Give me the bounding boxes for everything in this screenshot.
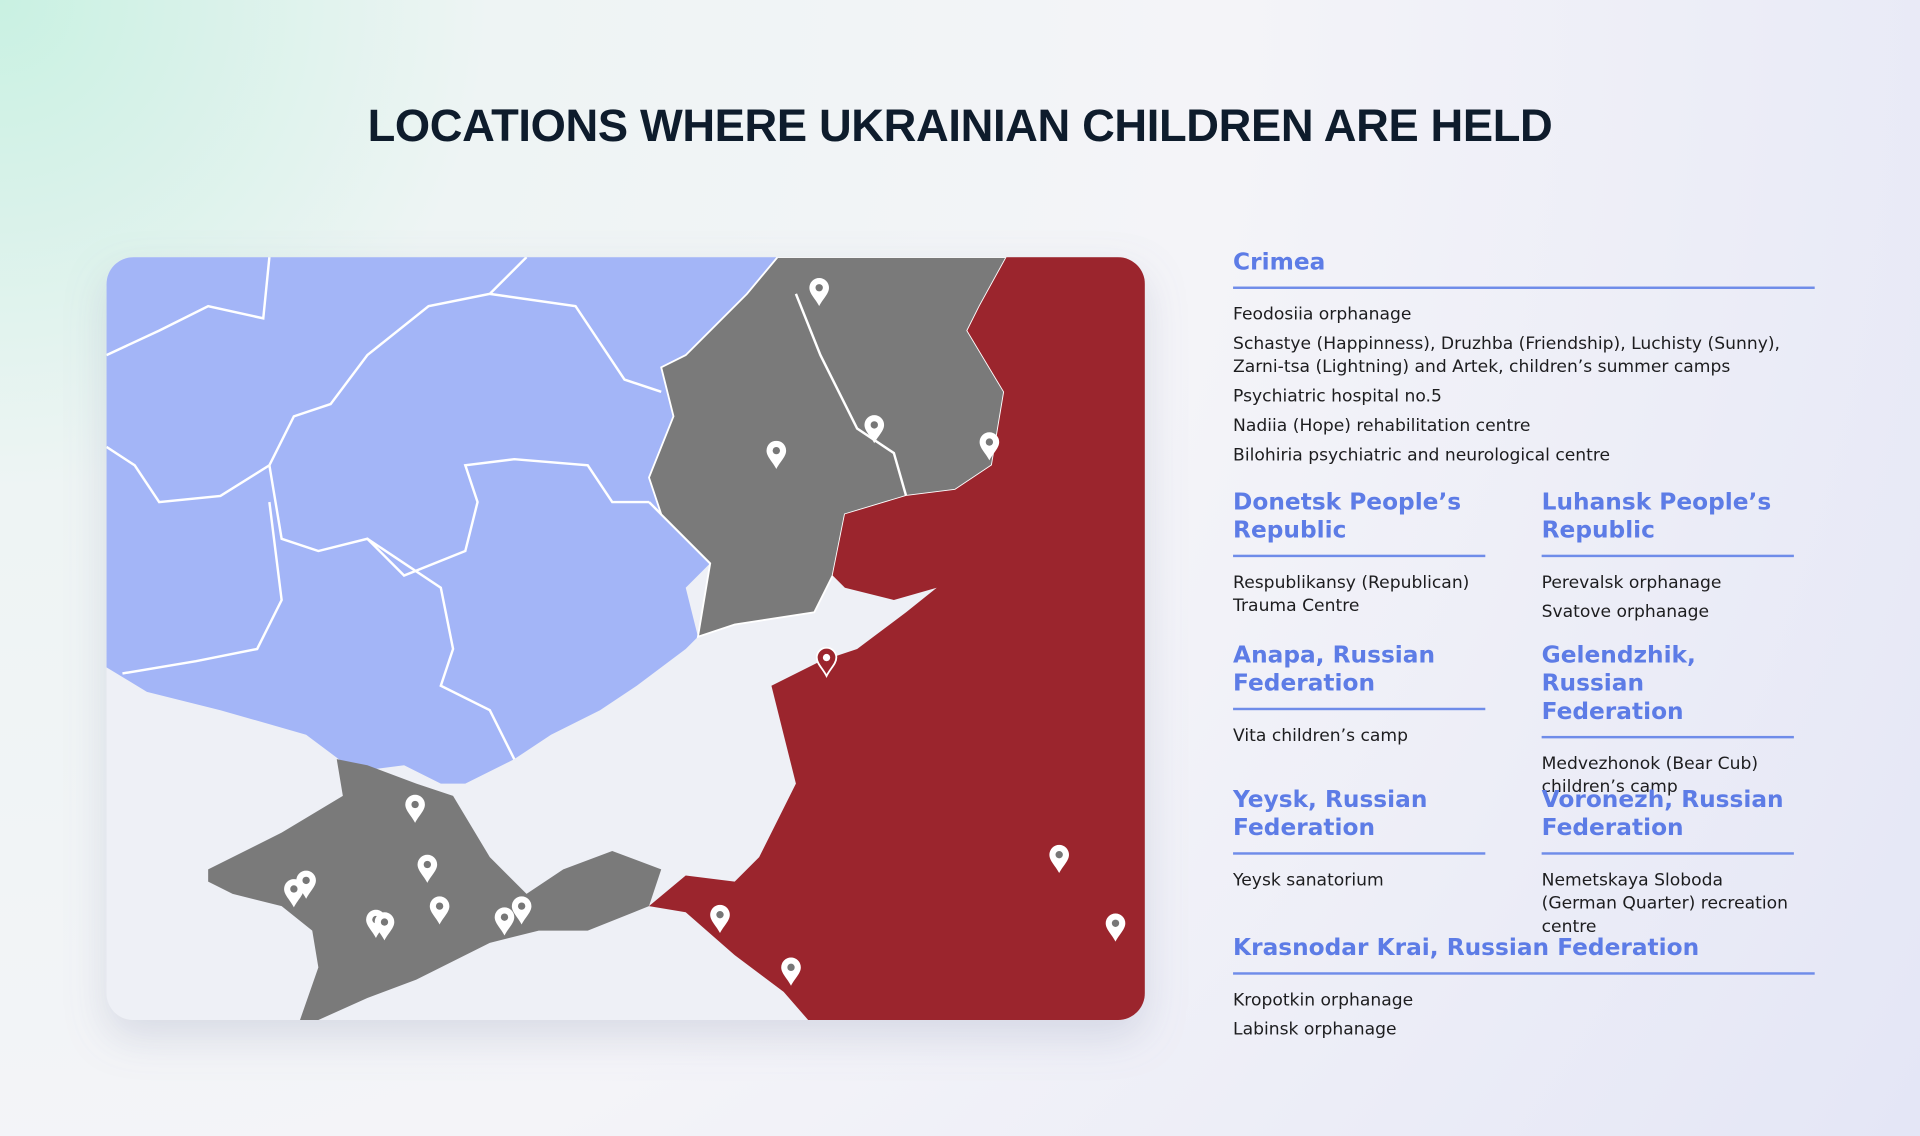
item: Feodosiia orphanage <box>1233 304 1412 325</box>
item-list: Medvezhonok (Bear Cub) children’s camp <box>1542 753 1794 800</box>
section-heading: Voronezh, Russian Federation <box>1541 786 1794 855</box>
location-pins <box>284 277 1126 986</box>
russia-region <box>648 257 1145 1021</box>
item-list: Vita children’s camp <box>1233 725 1485 748</box>
section-heading: Donetsk People’s Republic <box>1233 489 1486 558</box>
section: Crimea Feodosiia orphanage Schastye (Happi… <box>1233 249 1815 474</box>
item: Perevalsk orphanage <box>1541 573 1722 593</box>
section: Voronezh, Russian Federation Nemetskaya S… <box>1541 786 1794 945</box>
section-heading: Krasnodar Krai, Russian Federation <box>1233 934 1815 975</box>
section: Luhansk People’s Republic Perevalsk orpha… <box>1541 489 1794 631</box>
section-heading: Anapa, Russian Federation <box>1233 642 1486 711</box>
item-list: Respublikansy (Republican) Trauma Centre <box>1233 572 1485 619</box>
section-heading: Crimea <box>1233 249 1815 289</box>
item: Svatove orphanage <box>1541 602 1710 623</box>
section: Yeysk, Russian Federation Yeysk sanatoriu… <box>1233 786 1486 899</box>
item-list: Feodosiia orphanage Schastye (Happinness)… <box>1233 304 1815 468</box>
item-list: Kropotkin orphanage Labinsk orphanage <box>1233 989 1815 1042</box>
section: Krasnodar Krai, Russian Federation Kropot… <box>1233 934 1815 1048</box>
section: Donetsk People’s Republic Respublikansy (… <box>1233 489 1486 625</box>
item: Schastye (Happinness), Druzhba (Friendsh… <box>1233 334 1780 378</box>
item: Medvezhonok (Bear Cub) children’s camp <box>1541 754 1759 798</box>
item-list: Yeysk sanatorium <box>1233 869 1485 892</box>
section-heading: Gelendzhik, Russian Federation <box>1541 642 1794 739</box>
section-heading: Yeysk, Russian Federation <box>1233 786 1486 855</box>
title: LOCATIONS WHERE UKRAINIAN CHILDREN ARE H… <box>367 100 1553 151</box>
item-list: Perevalsk orphanage Svatove orphanage <box>1542 572 1794 625</box>
region-border <box>794 293 908 497</box>
item: Psychiatric hospital no.5 <box>1233 386 1442 407</box>
section: Gelendzhik, Russian Federation Medvezhono… <box>1541 642 1794 806</box>
item: Respublikansy (Republican) Trauma Centre <box>1233 573 1470 616</box>
item: Yeysk sanatorium <box>1233 870 1384 891</box>
section-heading: Luhansk People’s Republic <box>1541 489 1794 558</box>
item: Bilohiria psychiatric and neurological c… <box>1233 445 1611 466</box>
section: Anapa, Russian Federation Vita children’s… <box>1233 642 1486 755</box>
item: Nemetskaya Sloboda (German Quarter) recr… <box>1541 870 1789 937</box>
occupied-crimea <box>208 759 662 1021</box>
item-list: Nemetskaya Sloboda (German Quarter) recr… <box>1542 869 1794 939</box>
ukraine-region <box>106 257 778 784</box>
item: Labinsk orphanage <box>1233 1020 1397 1040</box>
item: Vita children’s camp <box>1233 726 1408 746</box>
item: Kropotkin orphanage <box>1233 990 1414 1011</box>
item: Nadiia (Hope) rehabilitation centre <box>1233 416 1531 436</box>
